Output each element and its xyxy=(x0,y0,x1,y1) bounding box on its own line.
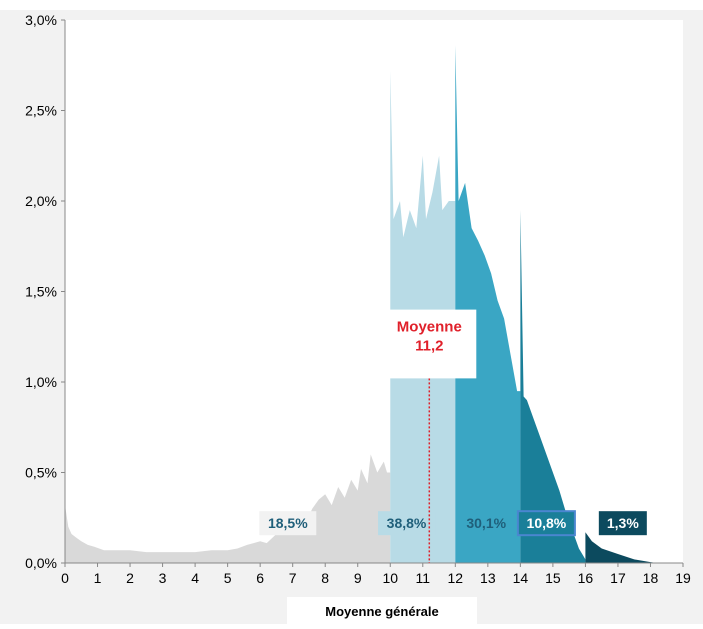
x-axis-title-group: Moyenne générale xyxy=(287,597,477,624)
share-labels-group: 18,5% 38,8% 30,1% 10,8% 1,3% xyxy=(259,510,647,537)
y-tick-label: 2,5% xyxy=(25,103,57,119)
x-tick-label: 18 xyxy=(643,570,659,586)
x-tick-label: 9 xyxy=(354,570,362,586)
x-tick-label: 12 xyxy=(448,570,464,586)
mean-label-title: Moyenne xyxy=(397,319,462,336)
area-series-3 xyxy=(455,45,521,564)
x-tick-label: 3 xyxy=(159,570,167,586)
y-tick-label: 3,0% xyxy=(25,12,57,28)
share-label-3: 30,1% xyxy=(466,515,506,531)
y-tick-label: 1,5% xyxy=(25,284,57,300)
x-tick-label: 11 xyxy=(416,570,431,586)
x-tick-label: 7 xyxy=(289,570,297,586)
y-tick-label: 0,5% xyxy=(25,465,57,481)
x-tick-label: 4 xyxy=(191,570,199,586)
x-tick-label: 1 xyxy=(94,570,102,586)
area-series-5 xyxy=(585,532,657,563)
share-label-box-5 xyxy=(598,511,647,536)
y-tick-label: 1,0% xyxy=(25,374,57,390)
y-tick-label: 2,0% xyxy=(25,193,57,209)
x-tick-label: 15 xyxy=(545,570,561,586)
mean-label-value: 11,2 xyxy=(415,338,443,355)
share-label-box-3 xyxy=(457,511,515,536)
x-tick-label: 17 xyxy=(610,570,626,586)
share-label-1: 18,5% xyxy=(268,515,308,531)
x-tick-label: 13 xyxy=(480,570,496,586)
share-label-box-4 xyxy=(516,510,576,537)
x-tick-label: 6 xyxy=(256,570,264,586)
x-tick-label: 5 xyxy=(224,570,232,586)
x-tick-label: 14 xyxy=(513,570,529,586)
x-tick-label: 10 xyxy=(382,570,398,586)
share-label-2: 38,8% xyxy=(387,515,427,531)
share-label-box-1 xyxy=(259,511,317,536)
area-series-1 xyxy=(65,454,391,563)
x-tick-label: 8 xyxy=(321,570,329,586)
share-label-4: 10,8% xyxy=(527,515,567,531)
axes-group: 0,0%0,5%1,0%1,5%2,0%2,5%3,0%0 1 2 3 4 5 6 7 8 9 10… xyxy=(25,12,691,586)
x-axis-title: Moyenne générale xyxy=(325,604,438,619)
x-tick-label: 0 xyxy=(61,570,69,586)
mean-label-box xyxy=(382,309,477,379)
x-tick-label: 16 xyxy=(578,570,594,586)
y-tick-label: 0,0% xyxy=(25,555,57,571)
x-tick-label: 2 xyxy=(126,570,134,586)
area-series-4 xyxy=(520,210,586,563)
x-tick-label: 19 xyxy=(675,570,691,586)
share-label-5: 1,3% xyxy=(607,515,639,531)
share-label-box-2 xyxy=(378,511,436,536)
mean-annotation-group: Moyenne 11,2 xyxy=(382,309,477,563)
x-axis-title-box xyxy=(287,597,477,624)
